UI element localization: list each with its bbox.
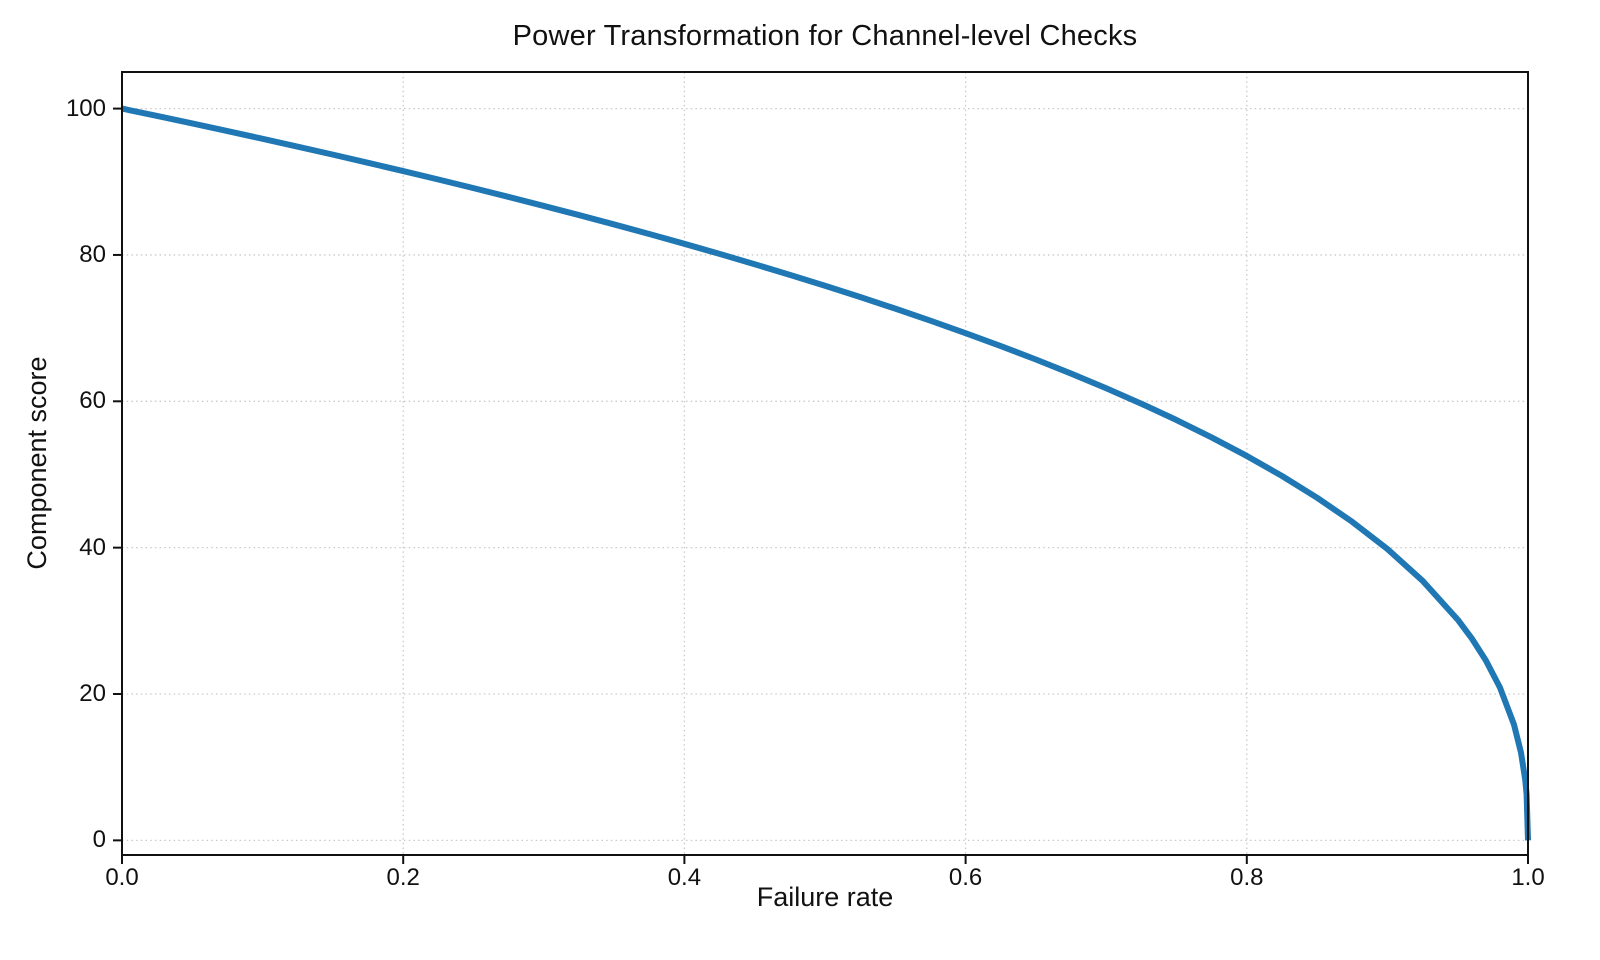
y-tick-label: 40	[79, 533, 106, 561]
x-tick-label: 0.8	[1230, 864, 1264, 891]
x-tick-label: 0.4	[667, 864, 702, 891]
plot-box-spines	[121, 71, 1529, 856]
series-line-component-score-curve	[121, 105, 1531, 841]
x-axis-label: Failure rate	[756, 882, 894, 912]
chart-title: Power Transformation for Channel-level C…	[512, 20, 1138, 52]
y-tick-label: 100	[65, 94, 106, 122]
y-tick-label: 20	[79, 680, 106, 707]
y-tick-label: 80	[79, 240, 106, 268]
x-tick-label: 0.2	[386, 864, 420, 891]
y-tick-label: 60	[79, 387, 106, 415]
y-tick-label: 0	[92, 826, 106, 854]
x-tick-label: 1.0	[1511, 864, 1545, 891]
x-tick-label: 0.0	[105, 864, 139, 891]
x-tick-label: 0.6	[948, 864, 983, 891]
y-axis-label: Component score	[22, 356, 52, 570]
